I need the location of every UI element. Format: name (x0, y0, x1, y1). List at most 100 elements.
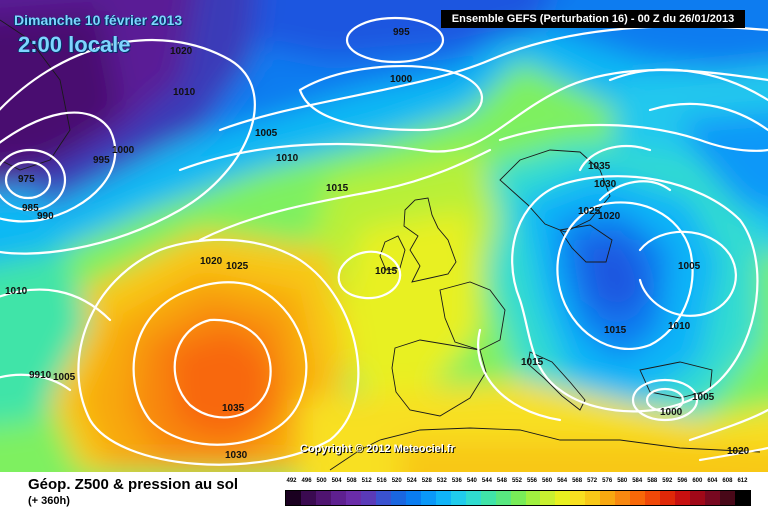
legend-value: 604 (707, 478, 718, 484)
forecast-date: Dimanche 10 février 2013 (14, 12, 183, 28)
legend-value: 596 (677, 478, 688, 484)
legend-swatch (510, 491, 526, 505)
legend-swatch (720, 491, 736, 505)
legend-swatch (630, 491, 646, 505)
legend-swatch (480, 491, 496, 505)
legend-value: 516 (376, 478, 387, 484)
legend-swatch (450, 491, 466, 505)
forecast-lead-time: (+ 360h) (28, 495, 70, 507)
isobar-label: 1020 (170, 46, 193, 57)
legend-swatch (675, 491, 691, 505)
isobar-label: 1030 (225, 450, 248, 461)
legend-value-labels: 492 496 500 504 508 512 516 520 524 528 532 536 540 5… (282, 478, 752, 488)
isobar-label: 1005 (692, 392, 715, 403)
isobar-label: 1010 (173, 87, 196, 98)
model-title: Ensemble GEFS (Perturbation 16) - 00 Z d… (441, 10, 745, 28)
legend-swatch (495, 491, 511, 505)
isobar-label: 1035 (588, 161, 611, 172)
legend-swatch (570, 491, 586, 505)
legend-value: 532 (436, 478, 447, 484)
color-legend (285, 490, 751, 506)
legend-value: 528 (421, 478, 432, 484)
isobar-label: 1035 (222, 403, 245, 414)
legend-swatch (420, 491, 436, 505)
legend-value: 564 (557, 478, 568, 484)
coast-black-sea (639, 361, 713, 399)
coast-iberia (391, 339, 487, 417)
isobar-label: 1000 (112, 145, 135, 156)
legend-swatch (375, 491, 391, 505)
isobar-label: 1020 (200, 256, 223, 267)
legend-swatch (300, 491, 316, 505)
isobar-label: 1005 (53, 372, 76, 383)
isobar-label: 1030 (594, 179, 617, 190)
legend-value: 560 (542, 478, 553, 484)
coast-italy (527, 351, 586, 411)
legend-value: 520 (391, 478, 402, 484)
legend-swatch (525, 491, 541, 505)
legend-value: 612 (737, 478, 748, 484)
legend-value: 524 (406, 478, 417, 484)
coast-scandinavia (499, 149, 611, 233)
legend-swatch (465, 491, 481, 505)
isobar-label: 1015 (604, 325, 627, 336)
legend-value: 492 (286, 478, 297, 484)
isobar-label: 975 (18, 174, 35, 185)
legend-value: 508 (346, 478, 357, 484)
legend-swatch (390, 491, 406, 505)
isobar-label: 1020 (598, 211, 621, 222)
legend-swatch (345, 491, 361, 505)
legend-swatch (540, 491, 556, 505)
copyright-notice: Copyright © 2012 Meteociel.fr (300, 443, 455, 455)
legend-swatch (555, 491, 571, 505)
isobar-labels: 1020 995 1000 1010 1005 1000 995 1010 97… (5, 27, 750, 461)
legend-swatch (615, 491, 631, 505)
forecast-time: 2:00 locale (18, 32, 131, 57)
isobar-label: 1005 (255, 128, 278, 139)
legend-value: 572 (587, 478, 598, 484)
legend-value: 588 (647, 478, 658, 484)
isobar-label: 1000 (660, 407, 683, 418)
legend-swatch (600, 491, 616, 505)
legend-value: 548 (496, 478, 507, 484)
legend-swatch (660, 491, 676, 505)
legend-value: 592 (662, 478, 673, 484)
legend-swatch (435, 491, 451, 505)
coast-baltic (559, 224, 613, 263)
legend-swatch (330, 491, 346, 505)
isobar-label: 1000 (390, 74, 413, 85)
isobar-label: 1005 (678, 261, 701, 272)
weather-map: 1020 995 1000 1010 1005 1000 995 1010 97… (0, 0, 768, 472)
isobar-label: 1020 (727, 446, 750, 457)
isobar-label: 1025 (226, 261, 249, 272)
isobar-label: 990 (37, 211, 54, 222)
coast-ireland (379, 235, 406, 271)
coast-france (439, 281, 506, 351)
geopotential-field (0, 0, 768, 472)
isobar-label: 985 (22, 203, 39, 214)
legend-value: 544 (481, 478, 492, 484)
legend-swatch (690, 491, 706, 505)
legend-value: 580 (617, 478, 628, 484)
legend-value: 608 (722, 478, 733, 484)
coast-north-africa-west (329, 439, 381, 471)
legend-value: 500 (316, 478, 327, 484)
isobar-label: 1010 (5, 286, 28, 297)
coastlines (0, 19, 761, 471)
legend-swatch (585, 491, 601, 505)
legend-value: 536 (451, 478, 462, 484)
legend-value: 600 (692, 478, 703, 484)
isobar-label: 1015 (521, 357, 544, 368)
isobar-label: 1015 (375, 266, 398, 277)
isobar-label: 995 (393, 27, 410, 38)
coast-british-isles (403, 197, 457, 283)
legend-swatch (315, 491, 331, 505)
isobars (0, 16, 768, 466)
legend-swatch (405, 491, 421, 505)
legend-value: 552 (511, 478, 522, 484)
legend-value: 496 (301, 478, 312, 484)
legend-value: 568 (572, 478, 583, 484)
coast-greenland-edge (0, 19, 71, 171)
coast-north-africa (379, 427, 761, 453)
legend-swatch (645, 491, 661, 505)
